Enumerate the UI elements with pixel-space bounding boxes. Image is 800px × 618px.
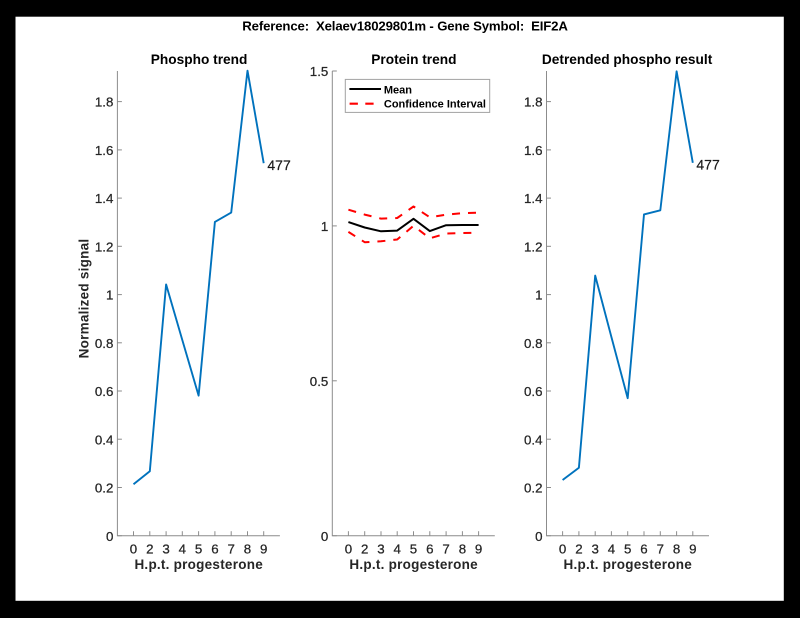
svg-text:1.6: 1.6 (95, 143, 114, 158)
svg-text:0: 0 (559, 541, 566, 556)
svg-text:1.2: 1.2 (524, 239, 543, 254)
svg-text:H.p.t. progesterone: H.p.t. progesterone (134, 557, 263, 572)
svg-text:2: 2 (146, 541, 153, 556)
svg-text:0.4: 0.4 (95, 432, 114, 447)
svg-text:1: 1 (106, 288, 113, 303)
svg-text:H.p.t. progesterone: H.p.t. progesterone (564, 557, 693, 572)
svg-text:3: 3 (591, 541, 598, 556)
svg-text:0.4: 0.4 (524, 432, 543, 447)
svg-text:0: 0 (321, 529, 328, 544)
svg-text:1.8: 1.8 (95, 95, 114, 110)
svg-text:0: 0 (345, 541, 352, 556)
svg-text:7: 7 (227, 541, 234, 556)
svg-text:Protein trend: Protein trend (371, 52, 456, 67)
svg-text:H.p.t. progesterone: H.p.t. progesterone (349, 557, 478, 572)
svg-text:8: 8 (673, 541, 680, 556)
svg-text:Reference: Xelaev18029801m -: Reference: Xelaev18029801m - Gene Symbol… (242, 19, 568, 34)
svg-text:2: 2 (575, 541, 582, 556)
svg-text:Phospho trend: Phospho trend (151, 52, 248, 67)
svg-text:Mean: Mean (384, 84, 412, 96)
svg-text:0.6: 0.6 (95, 384, 114, 399)
svg-text:7: 7 (657, 541, 664, 556)
svg-text:Confidence Interval: Confidence Interval (384, 99, 486, 111)
svg-text:9: 9 (689, 541, 696, 556)
svg-text:4: 4 (179, 541, 186, 556)
svg-text:5: 5 (410, 541, 417, 556)
svg-text:1.8: 1.8 (524, 95, 543, 110)
svg-text:0: 0 (130, 541, 137, 556)
svg-text:7: 7 (442, 541, 449, 556)
svg-text:1: 1 (535, 288, 542, 303)
svg-text:9: 9 (475, 541, 482, 556)
svg-text:Normalized signal: Normalized signal (77, 239, 92, 359)
svg-text:3: 3 (162, 541, 169, 556)
svg-text:0: 0 (106, 529, 113, 544)
svg-text:1.5: 1.5 (310, 64, 329, 79)
svg-text:0.5: 0.5 (310, 374, 329, 389)
svg-text:5: 5 (195, 541, 202, 556)
svg-text:6: 6 (211, 541, 218, 556)
svg-text:0.2: 0.2 (95, 481, 114, 496)
svg-text:6: 6 (426, 541, 433, 556)
svg-text:5: 5 (624, 541, 631, 556)
svg-text:9: 9 (260, 541, 267, 556)
svg-text:477: 477 (696, 156, 720, 172)
svg-text:1.6: 1.6 (524, 143, 543, 158)
svg-text:0.8: 0.8 (95, 336, 114, 351)
svg-text:1.2: 1.2 (95, 239, 114, 254)
svg-text:1.4: 1.4 (95, 191, 114, 206)
svg-text:8: 8 (244, 541, 251, 556)
svg-text:6: 6 (640, 541, 647, 556)
svg-text:0.8: 0.8 (524, 336, 543, 351)
svg-text:3: 3 (377, 541, 384, 556)
svg-text:2: 2 (361, 541, 368, 556)
svg-text:1.4: 1.4 (524, 191, 543, 206)
svg-text:Detrended phospho result: Detrended phospho result (542, 52, 713, 67)
svg-text:0.2: 0.2 (524, 481, 543, 496)
svg-text:0: 0 (535, 529, 542, 544)
svg-text:4: 4 (393, 541, 400, 556)
svg-text:477: 477 (267, 157, 291, 173)
svg-text:4: 4 (608, 541, 615, 556)
svg-text:0.6: 0.6 (524, 384, 543, 399)
svg-text:1: 1 (321, 219, 328, 234)
svg-text:8: 8 (459, 541, 466, 556)
